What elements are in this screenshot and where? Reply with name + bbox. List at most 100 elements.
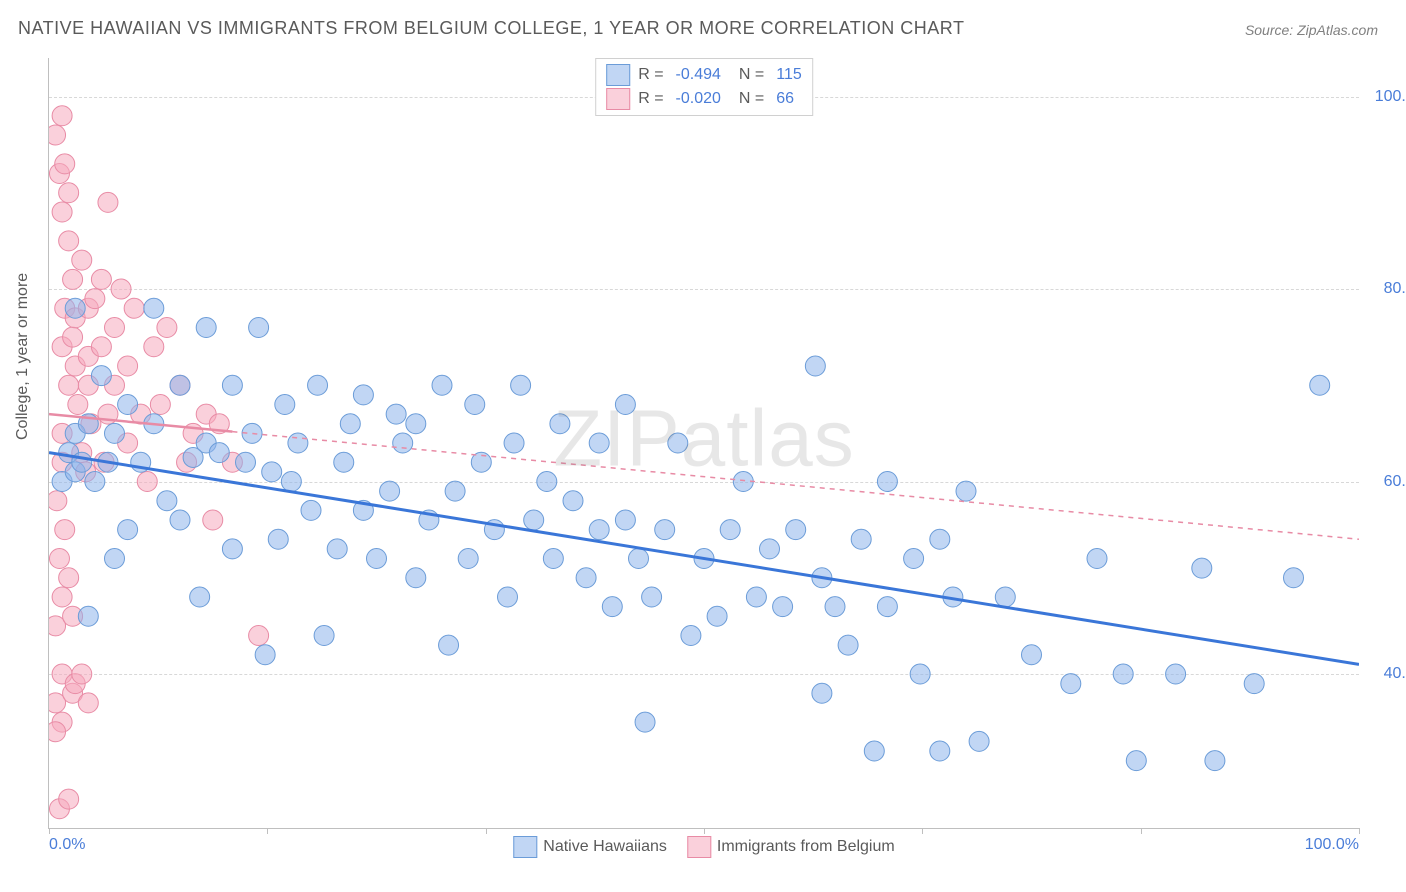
legend-r-value: -0.020	[676, 87, 721, 111]
data-point	[91, 269, 111, 289]
data-point	[209, 443, 229, 463]
data-point	[144, 298, 164, 318]
data-point	[105, 549, 125, 569]
data-point	[170, 510, 190, 530]
x-tick	[267, 828, 268, 834]
data-point	[111, 279, 131, 299]
data-point	[63, 269, 83, 289]
y-tick-label: 40.0%	[1369, 665, 1406, 683]
data-point	[543, 549, 563, 569]
data-point	[1087, 549, 1107, 569]
data-point	[118, 356, 138, 376]
data-point	[157, 491, 177, 511]
data-point	[85, 472, 105, 492]
data-point	[72, 452, 92, 472]
data-point	[1244, 674, 1264, 694]
data-point	[222, 539, 242, 559]
data-point	[68, 395, 88, 415]
data-point	[406, 568, 426, 588]
data-point	[340, 414, 360, 434]
data-point	[1166, 664, 1186, 684]
data-point	[118, 520, 138, 540]
data-point	[49, 491, 67, 511]
legend-n-label: N =	[739, 63, 764, 87]
chart-plot-area: ZIPatlas R =-0.494N =115R =-0.020N =66 N…	[48, 58, 1359, 829]
x-tick	[1359, 828, 1360, 834]
data-point	[367, 549, 387, 569]
legend-n-label: N =	[739, 87, 764, 111]
x-tick	[49, 828, 50, 834]
legend-r-label: R =	[638, 63, 663, 87]
data-point	[72, 664, 92, 684]
legend-series-item: Native Hawaiians	[513, 836, 667, 858]
data-point	[930, 741, 950, 761]
data-point	[642, 587, 662, 607]
x-tick	[922, 828, 923, 834]
data-point	[655, 520, 675, 540]
data-point	[812, 683, 832, 703]
data-point	[98, 192, 118, 212]
data-point	[249, 626, 269, 646]
legend-correlation-row: R =-0.020N =66	[606, 87, 802, 111]
data-point	[203, 510, 223, 530]
data-point	[255, 645, 275, 665]
x-tick	[1141, 828, 1142, 834]
data-point	[589, 433, 609, 453]
data-point	[393, 433, 413, 453]
data-point	[49, 549, 69, 569]
data-point	[439, 635, 459, 655]
data-point	[52, 106, 72, 126]
data-point	[249, 318, 269, 338]
data-point	[144, 337, 164, 357]
legend-series-item: Immigrants from Belgium	[687, 836, 895, 858]
data-point	[275, 395, 295, 415]
data-point	[91, 366, 111, 386]
data-point	[668, 433, 688, 453]
data-point	[432, 375, 452, 395]
y-tick-label: 60.0%	[1369, 473, 1406, 491]
data-point	[308, 375, 328, 395]
data-point	[55, 520, 75, 540]
data-point	[268, 529, 288, 549]
data-point	[59, 568, 79, 588]
data-point	[59, 789, 79, 809]
data-point	[504, 433, 524, 453]
data-point	[170, 375, 190, 395]
data-point	[969, 731, 989, 751]
data-point	[615, 510, 635, 530]
legend-swatch	[606, 88, 630, 110]
data-point	[386, 404, 406, 424]
data-point	[805, 356, 825, 376]
data-point	[327, 539, 347, 559]
data-point	[157, 318, 177, 338]
data-point	[288, 433, 308, 453]
data-point	[91, 337, 111, 357]
data-point	[78, 693, 98, 713]
data-point	[635, 712, 655, 732]
data-point	[301, 500, 321, 520]
legend-series-label: Native Hawaiians	[543, 838, 667, 856]
data-point	[236, 452, 256, 472]
data-point	[1113, 664, 1133, 684]
data-point	[1022, 645, 1042, 665]
data-point	[615, 395, 635, 415]
y-axis-label: College, 1 year or more	[14, 273, 32, 440]
data-point	[445, 481, 465, 501]
chart-title: NATIVE HAWAIIAN VS IMMIGRANTS FROM BELGI…	[18, 18, 964, 39]
data-point	[49, 722, 66, 742]
data-point	[222, 375, 242, 395]
data-point	[281, 472, 301, 492]
data-point	[760, 539, 780, 559]
data-point	[995, 587, 1015, 607]
data-point	[877, 472, 897, 492]
data-point	[681, 626, 701, 646]
data-point	[314, 626, 334, 646]
data-point	[334, 452, 354, 472]
data-point	[864, 741, 884, 761]
data-point	[904, 549, 924, 569]
data-point	[511, 375, 531, 395]
x-tick	[486, 828, 487, 834]
correlation-legend: R =-0.494N =115R =-0.020N =66	[595, 58, 813, 116]
data-point	[85, 289, 105, 309]
data-point	[105, 423, 125, 443]
